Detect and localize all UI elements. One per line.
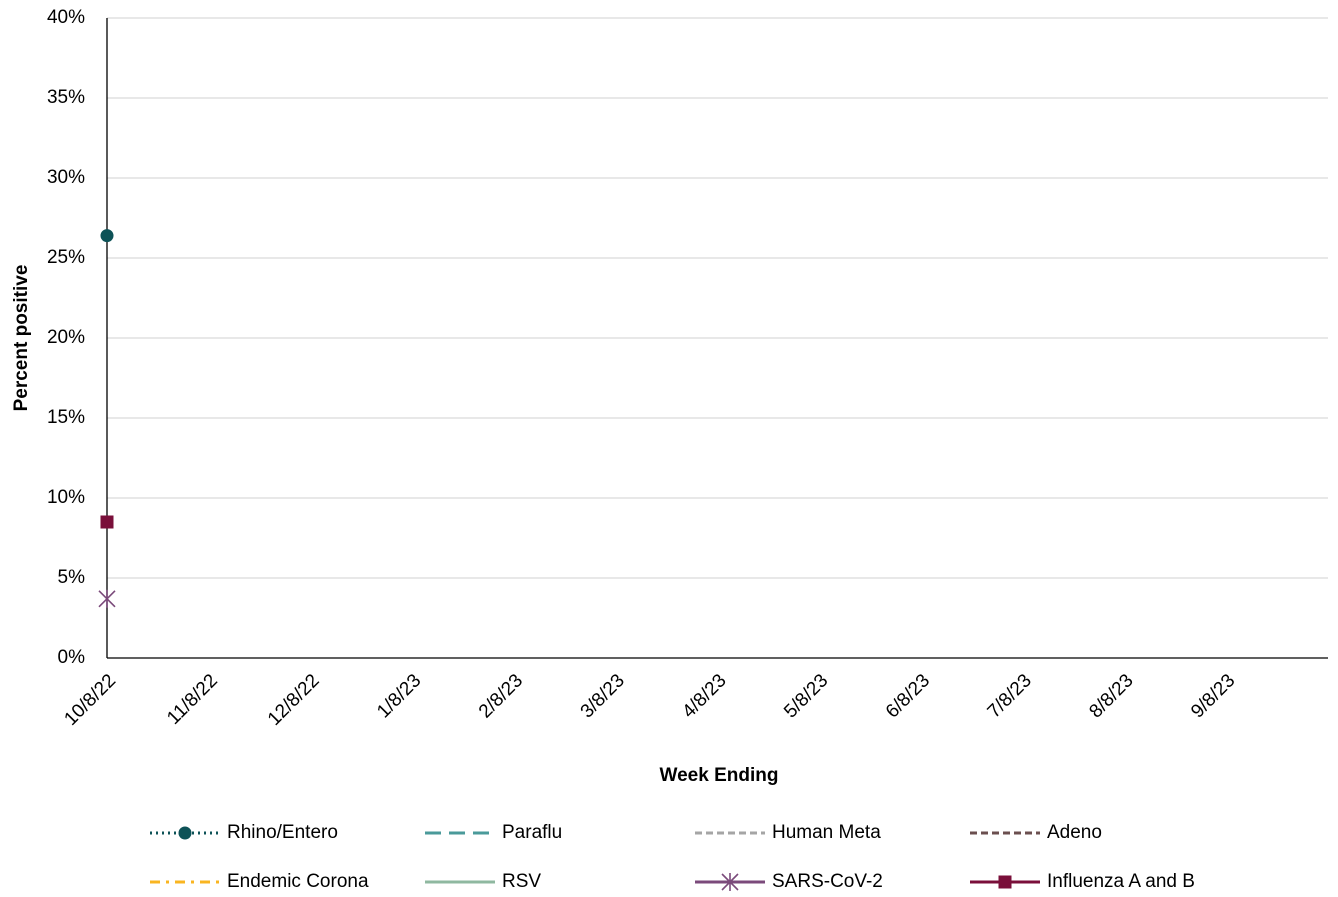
legend-label: Human Meta <box>772 822 881 843</box>
y-tick-label: 15% <box>47 407 85 428</box>
data-point <box>100 229 114 243</box>
y-axis-title: Percent positive <box>11 265 32 412</box>
data-point <box>98 589 116 608</box>
y-tick-label: 5% <box>58 567 86 588</box>
legend-marker <box>998 875 1012 889</box>
y-tick-label: 30% <box>47 167 85 188</box>
y-tick-label: 10% <box>47 487 85 508</box>
data-point <box>100 515 114 529</box>
x-tick-label: 12/8/22 <box>264 670 324 730</box>
legend-label: Endemic Corona <box>227 871 369 892</box>
legend-label: Adeno <box>1047 822 1102 843</box>
x-tick-label: 7/8/23 <box>984 670 1036 722</box>
legend-label: SARS-CoV-2 <box>772 871 883 892</box>
x-tick-label: 3/8/23 <box>577 670 629 722</box>
x-tick-label: 9/8/23 <box>1187 670 1239 722</box>
x-axis-title: Week Ending <box>660 765 779 786</box>
legend-marker <box>178 826 192 840</box>
x-tick-label: 2/8/23 <box>475 670 527 722</box>
legend-label: Rhino/Entero <box>227 822 338 843</box>
x-tick-label: 6/8/23 <box>882 670 934 722</box>
x-tick-label: 5/8/23 <box>780 670 832 722</box>
legend-marker <box>721 873 739 891</box>
x-tick-label: 11/8/22 <box>163 670 222 729</box>
y-tick-label: 0% <box>58 647 86 668</box>
y-tick-label: 25% <box>47 247 85 268</box>
legend-label: Influenza A and B <box>1047 871 1195 892</box>
x-tick-label: 10/8/22 <box>60 670 120 730</box>
x-tick-label: 4/8/23 <box>678 670 730 722</box>
legend-label: Paraflu <box>502 822 562 843</box>
legend-label: RSV <box>502 871 541 892</box>
y-tick-label: 40% <box>47 7 85 28</box>
x-tick-label: 8/8/23 <box>1085 670 1137 722</box>
y-tick-label: 35% <box>47 87 85 108</box>
y-tick-label: 20% <box>47 327 85 348</box>
x-tick-label: 1/8/23 <box>373 670 425 722</box>
